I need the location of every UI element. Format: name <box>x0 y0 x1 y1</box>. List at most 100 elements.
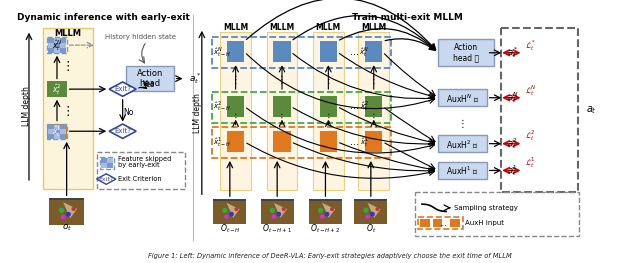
Text: $o_t$: $o_t$ <box>61 222 72 233</box>
Circle shape <box>376 208 379 210</box>
Text: ...: ... <box>350 101 359 111</box>
Bar <box>48 38 54 43</box>
Bar <box>47 82 67 97</box>
Bar <box>358 32 389 190</box>
Text: Action
head: Action head <box>136 69 163 88</box>
Text: $\mathcal{L}_t^*$: $\mathcal{L}_t^*$ <box>525 38 536 53</box>
Text: MLLM: MLLM <box>223 23 248 32</box>
Bar <box>309 199 342 224</box>
Bar <box>273 96 291 117</box>
Text: $\mathcal{L}_t^N$: $\mathcal{L}_t^N$ <box>525 83 536 98</box>
Text: $\hat{x}_t^2$: $\hat{x}_t^2$ <box>360 100 369 113</box>
Text: Exit?: Exit? <box>99 176 114 181</box>
Text: $\hat{x}_{t-H}^N$: $\hat{x}_{t-H}^N$ <box>213 45 231 59</box>
Bar <box>273 131 291 152</box>
Text: LLM depth: LLM depth <box>193 93 202 133</box>
Text: ⋮: ⋮ <box>61 60 74 73</box>
Text: ⋮: ⋮ <box>369 113 379 123</box>
Circle shape <box>326 213 329 216</box>
Circle shape <box>366 215 369 218</box>
Text: $O_{t-H+1}$: $O_{t-H+1}$ <box>262 222 292 235</box>
Text: AuxH input: AuxH input <box>465 220 504 226</box>
Bar <box>420 219 429 227</box>
Text: Exit?: Exit? <box>114 128 131 134</box>
Bar <box>48 43 54 48</box>
Bar <box>48 48 54 53</box>
Bar <box>49 198 84 200</box>
Bar <box>313 32 344 190</box>
Bar <box>273 41 291 62</box>
Text: AuxH$^N$ 🔥: AuxH$^N$ 🔥 <box>446 92 479 104</box>
Bar <box>438 89 487 106</box>
Bar <box>125 66 174 91</box>
Circle shape <box>72 208 75 210</box>
Text: No: No <box>124 108 134 117</box>
Text: $O_t$: $O_t$ <box>365 222 376 235</box>
Text: $a_t^*$: $a_t^*$ <box>189 71 202 86</box>
Bar <box>418 217 463 229</box>
Bar <box>213 199 246 224</box>
Bar <box>355 199 387 201</box>
Bar <box>365 131 383 152</box>
Text: MLLM: MLLM <box>316 23 341 32</box>
Bar <box>54 125 60 129</box>
Bar <box>227 96 244 117</box>
Bar <box>54 43 60 48</box>
Bar <box>227 41 244 62</box>
Text: ⋮: ⋮ <box>277 113 287 123</box>
Bar <box>54 38 60 43</box>
Polygon shape <box>227 203 240 218</box>
Bar <box>266 32 298 190</box>
Bar <box>227 131 244 152</box>
Bar <box>319 131 337 152</box>
Bar <box>355 199 387 224</box>
Bar <box>101 158 108 163</box>
Text: ⋮: ⋮ <box>323 75 333 85</box>
Text: ⋮: ⋮ <box>61 105 74 118</box>
Text: $a_t^2$: $a_t^2$ <box>507 136 518 151</box>
Text: Exit Criterion: Exit Criterion <box>118 176 161 182</box>
Bar <box>260 199 294 224</box>
Bar <box>47 37 67 53</box>
Text: Exit?: Exit? <box>114 86 131 92</box>
Text: AuxH$^1$ 🔥: AuxH$^1$ 🔥 <box>446 164 479 176</box>
Text: Sampling strategy: Sampling strategy <box>454 205 518 211</box>
Polygon shape <box>274 203 287 218</box>
Bar <box>415 193 579 236</box>
Circle shape <box>223 208 227 212</box>
Bar <box>60 48 66 53</box>
Bar <box>213 199 246 201</box>
Bar <box>212 37 391 68</box>
Text: ⋮: ⋮ <box>458 119 467 129</box>
Text: ⋮: ⋮ <box>369 75 379 85</box>
Text: $\hat{x}_t^2$: $\hat{x}_t^2$ <box>52 82 62 97</box>
Bar <box>438 39 495 66</box>
Bar <box>60 134 66 139</box>
Polygon shape <box>109 124 136 138</box>
Bar <box>212 92 391 123</box>
Text: ⋮: ⋮ <box>277 75 287 85</box>
Text: $O_{t-H+2}$: $O_{t-H+2}$ <box>310 222 340 235</box>
Bar <box>47 124 67 139</box>
Text: ...: ... <box>350 137 359 147</box>
Bar <box>49 198 84 225</box>
Bar <box>48 125 54 129</box>
Text: Feature skipped: Feature skipped <box>118 156 172 162</box>
Bar <box>212 127 391 158</box>
Bar <box>101 163 108 168</box>
Text: $\hat{x}_t^N$: $\hat{x}_t^N$ <box>359 45 369 59</box>
Circle shape <box>277 213 280 216</box>
Text: $a_t^*$: $a_t^*$ <box>507 45 518 60</box>
Polygon shape <box>63 202 77 218</box>
Bar <box>433 219 442 227</box>
Bar <box>48 134 54 139</box>
Circle shape <box>67 213 70 216</box>
Bar <box>60 43 66 48</box>
Circle shape <box>331 208 333 210</box>
Bar <box>42 28 93 189</box>
Circle shape <box>364 208 368 212</box>
Text: Action
head 🔥: Action head 🔥 <box>453 43 479 63</box>
Text: ...: ... <box>350 47 359 57</box>
Text: $\mathcal{L}_t^1$: $\mathcal{L}_t^1$ <box>525 155 535 170</box>
Bar <box>97 152 186 189</box>
